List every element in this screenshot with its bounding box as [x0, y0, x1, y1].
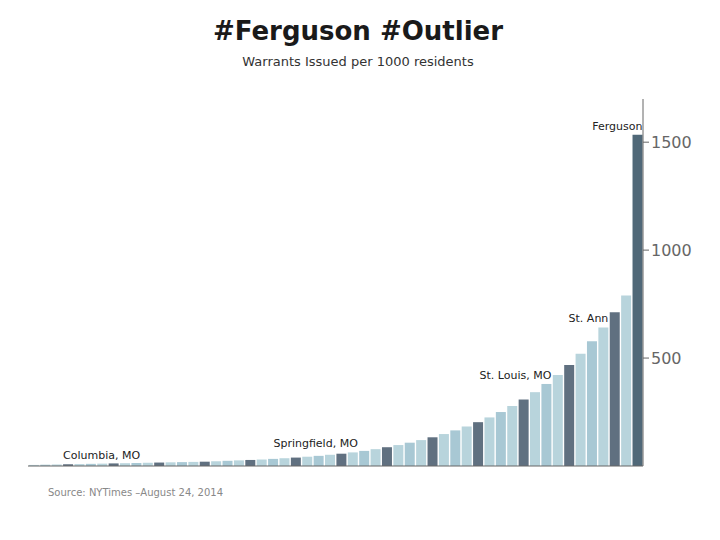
svg-text:St. Ann: St. Ann [569, 312, 609, 325]
svg-text:Ferguson: Ferguson [592, 120, 642, 133]
html-text:Source: NYTimes –August 24, 20: Source: NYTimes –August 24, 2014 [48, 487, 224, 498]
svg-text:St. Louis, MO: St. Louis, MO [480, 369, 552, 382]
svg-text:Springfield, MO: Springfield, MO [273, 437, 358, 450]
html-text:#Ferguson #Outlier: #Ferguson #Outlier [213, 16, 503, 46]
svg-text:1000: 1000 [651, 241, 692, 260]
svg-text:Columbia, MO: Columbia, MO [63, 449, 140, 462]
svg-text:500: 500 [651, 349, 682, 368]
svg-text:1500: 1500 [651, 133, 692, 152]
html-text:Warrants Issued per 1000 resid: Warrants Issued per 1000 residents [242, 54, 474, 69]
